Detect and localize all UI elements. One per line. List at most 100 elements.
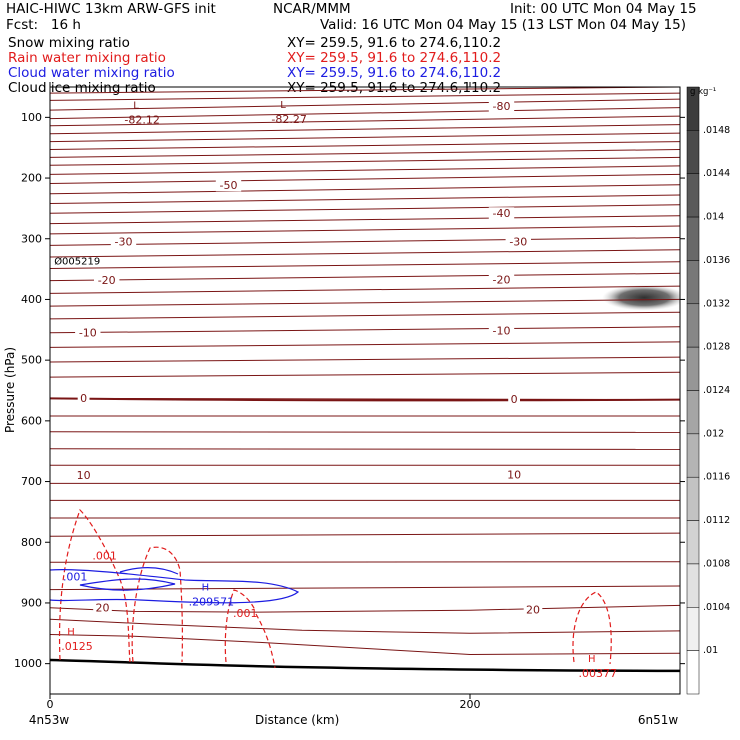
temperature-contour xyxy=(50,194,680,204)
temperature-label: 0 xyxy=(80,392,87,405)
header-line1-left: HAIC-HIWC 13km ARW-GFS init xyxy=(6,1,216,17)
y-tick-label: 300 xyxy=(21,232,42,245)
extremum-marker: L xyxy=(280,100,286,111)
field-name-cloud-water: Cloud water mixing ratio xyxy=(8,65,175,81)
y-tick-label: 600 xyxy=(21,414,42,427)
temperature-contour xyxy=(50,272,680,282)
colorbar-label: .01 xyxy=(703,645,718,656)
colorbar-swatch xyxy=(686,260,700,305)
temperature-contour xyxy=(50,356,680,363)
temperature-contour xyxy=(50,561,680,563)
temperature-label: -10 xyxy=(493,325,511,338)
colorbar-label: .0136 xyxy=(703,255,730,266)
temperature-label: 10 xyxy=(507,468,521,481)
temperature-contour xyxy=(50,532,680,537)
colorbar-swatch xyxy=(686,433,700,478)
extremum-marker: H xyxy=(588,654,596,665)
temperature-label: -10 xyxy=(79,326,97,339)
plot-frame xyxy=(49,86,681,695)
temperature-contour xyxy=(50,225,680,235)
colorbar-swatch xyxy=(686,563,700,608)
temperature-label-bg xyxy=(93,601,112,614)
colorbar-swatch xyxy=(686,650,700,695)
extremum-value: -82.12 xyxy=(124,114,159,127)
colorbar-swatch xyxy=(686,476,700,521)
header-line1-right: Init: 00 UTC Mon 04 May 15 xyxy=(510,1,697,17)
colorbar-swatch xyxy=(686,607,700,651)
temperature-contour xyxy=(50,261,680,269)
temperature-label-bg xyxy=(488,325,515,338)
rain-water-contour xyxy=(58,508,131,663)
temperature-contour xyxy=(50,87,680,94)
temperature-contour xyxy=(50,115,680,127)
temperature-label-bg xyxy=(215,179,242,192)
header-line2-left: Fcst: 16 h xyxy=(6,17,81,33)
colorbar-swatch xyxy=(686,173,700,218)
colorbar-swatch xyxy=(686,390,700,435)
extremum-marker: H xyxy=(202,583,210,594)
temperature-label-bg xyxy=(77,392,90,405)
temperature-contour xyxy=(50,124,680,135)
temperature-label: -20 xyxy=(493,274,511,287)
rain-water-contour xyxy=(255,613,276,669)
zero-degree-contour xyxy=(50,397,680,402)
temperature-label-bg xyxy=(110,235,137,248)
y-tick-label: 900 xyxy=(21,596,42,609)
rain-contour-label: .001 xyxy=(92,550,117,563)
colorbar-label: .0112 xyxy=(703,515,730,526)
x-axis-label: Distance (km) xyxy=(255,713,339,727)
colorbar-label: .0148 xyxy=(703,125,730,136)
temperature-label: 0 xyxy=(511,393,518,406)
temperature-contour xyxy=(50,618,680,634)
y-tick-label: 800 xyxy=(21,536,42,549)
extremum-marker: L xyxy=(133,101,139,112)
x-end-label: 6n51w xyxy=(638,713,679,727)
cloud-water-contour-label: .001 xyxy=(63,570,88,583)
temperature-label: 20 xyxy=(526,604,540,617)
field-xy-cloud-water: XY= 259.5, 91.6 to 274.6,110.2 xyxy=(287,65,502,81)
temperature-contour xyxy=(50,173,680,184)
temperature-contour xyxy=(50,341,680,348)
temperature-label-bg xyxy=(488,100,515,113)
temperature-label: -30 xyxy=(509,235,527,248)
extremum-value: .0125 xyxy=(61,640,93,653)
temperature-contour xyxy=(50,371,680,378)
temperature-label: 10 xyxy=(77,469,91,482)
temperature-label: -20 xyxy=(98,274,116,287)
temperature-contour xyxy=(50,634,680,656)
field-xy-rain: XY= 259.5, 91.6 to 274.6,110.2 xyxy=(287,50,502,66)
temperature-contour xyxy=(50,585,680,591)
extremum-value: .209571 xyxy=(189,596,235,609)
extremum-marker: H xyxy=(67,627,75,638)
terrain-line xyxy=(50,658,680,673)
y-axis-label: Pressure (hPa) xyxy=(3,347,17,433)
temperature-contour xyxy=(50,285,680,294)
x-tick-label: 0 xyxy=(47,698,54,711)
temperature-contour xyxy=(50,107,680,120)
rain-water-contour xyxy=(224,589,256,663)
colorbar-swatch xyxy=(686,130,700,174)
colorbar-label: .0116 xyxy=(703,472,730,483)
point-value-label: Ø005219 xyxy=(54,255,100,267)
colorbar-swatch xyxy=(686,303,700,348)
field-xy-snow: XY= 259.5, 91.6 to 274.6,110.2 xyxy=(287,35,502,51)
temperature-label: -50 xyxy=(220,179,238,192)
colorbar-label: .012 xyxy=(703,428,724,439)
field-name-snow: Snow mixing ratio xyxy=(8,35,130,51)
temperature-contour xyxy=(50,149,680,158)
cloud-water-contour xyxy=(50,569,300,604)
field-xy-cloud-ice: XY= 259.5, 91.6 to 274.6,110.2 xyxy=(287,80,502,96)
temperature-contour xyxy=(50,431,680,433)
temperature-label-bg xyxy=(508,393,520,406)
colorbar-unit: g kg⁻¹ xyxy=(690,87,716,97)
temperature-label-bg xyxy=(523,604,543,617)
colorbar-label: .0104 xyxy=(703,602,730,613)
x-tick-label: 200 xyxy=(460,698,481,711)
header-line2-right: Valid: 16 UTC Mon 04 May 15 (13 LST Mon … xyxy=(320,17,687,33)
temperature-contour xyxy=(50,132,680,143)
colorbar-label: .014 xyxy=(703,212,724,223)
temperature-contour xyxy=(50,249,680,258)
colorbar-swatch xyxy=(686,346,700,391)
temperature-label-bg xyxy=(488,274,515,287)
